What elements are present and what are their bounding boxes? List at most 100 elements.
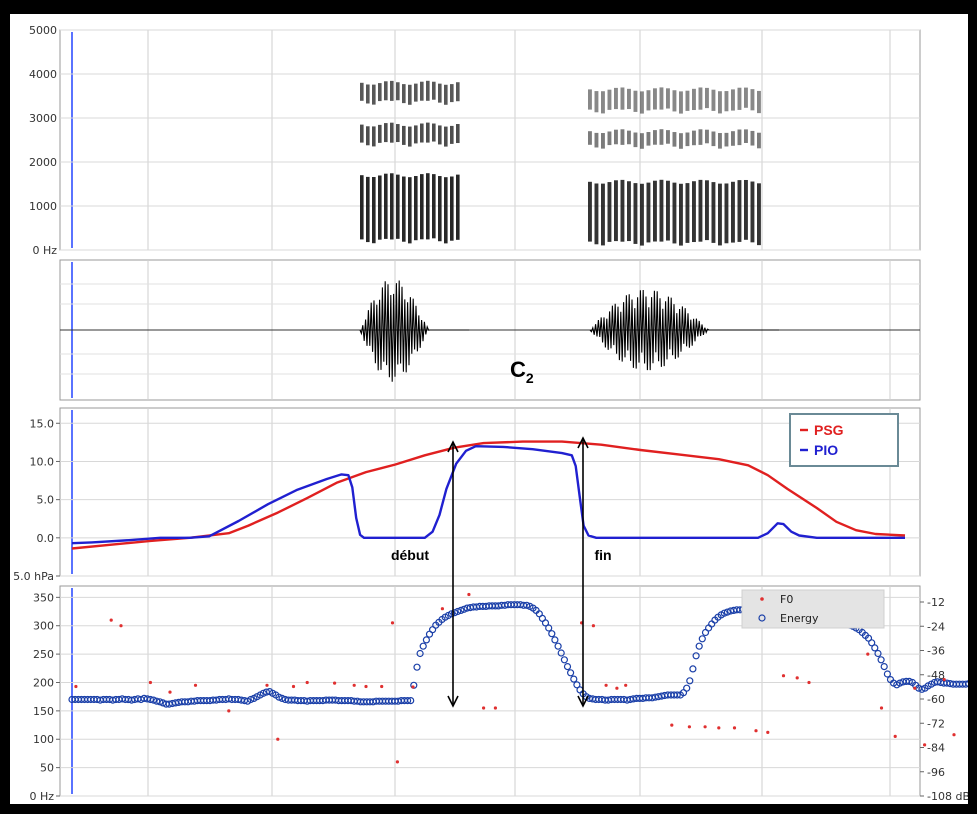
f0-ytick-left: 250 — [33, 648, 54, 661]
energy-point — [541, 619, 550, 627]
energy-point — [962, 680, 968, 688]
spectrogram-vowel2-striation — [653, 180, 657, 242]
spectrogram-vowel2-striation — [737, 129, 742, 146]
spectrogram-vowel1-striation — [378, 124, 382, 143]
energy-point — [278, 694, 286, 703]
spectrogram-vowel2-striation — [627, 181, 631, 242]
spectrogram-vowel1-striation — [420, 81, 424, 101]
spectrogram-vowel1-striation — [384, 81, 388, 101]
f0-ytick-left: 100 — [33, 733, 54, 746]
pressure-line-pio — [71, 445, 905, 545]
spectrogram-vowel2-striation — [692, 88, 696, 111]
spectrogram-vowel1-striation — [402, 84, 406, 104]
energy-point — [720, 609, 728, 617]
spectrogram-vowel2-striation — [620, 179, 625, 242]
energy-point — [447, 610, 456, 618]
spectrogram-vowel2-striation — [588, 181, 592, 242]
f0-point — [624, 683, 628, 687]
annotation-c2-sub: 2 — [526, 370, 534, 386]
spectrogram-vowel2-striation — [750, 181, 755, 243]
spectrogram-vowel2-striation — [633, 90, 638, 112]
spectrogram-vowel1-striation — [420, 123, 424, 143]
spectrogram-vowel1-striation — [432, 123, 436, 142]
energy-point — [523, 601, 531, 609]
spectrogram-vowel2-striation — [685, 132, 690, 147]
spectrogram-vowel2-striation — [666, 180, 670, 241]
spectrogram-vowel2-striation — [679, 91, 683, 114]
spectrogram-vowel2-striation — [737, 87, 742, 110]
spectrogram-vowel2-striation — [594, 183, 599, 245]
spectrogram-vowel1-striation — [402, 176, 406, 242]
f0-ytick-left: 300 — [33, 620, 54, 633]
spectrogram-vowel2-striation — [744, 129, 748, 143]
spectrogram-vowel1-striation — [432, 174, 436, 239]
waveform-vowel2 — [589, 289, 779, 371]
energy-point — [683, 684, 691, 692]
f0-point — [395, 760, 399, 764]
f0-point — [119, 624, 123, 628]
spectrogram-vowel2-striation — [614, 129, 618, 145]
spectrogram-vowel2-striation — [620, 87, 625, 110]
f0-point — [754, 729, 758, 733]
spectrogram-vowel2-striation — [724, 132, 729, 147]
spectrogram-vowel1-striation — [390, 122, 394, 143]
f0-point — [291, 684, 296, 689]
pressure-ytick: 10.0 — [30, 455, 55, 468]
energy-ytick-right: -36 — [927, 645, 945, 658]
spectrogram-vowel2-striation — [601, 91, 605, 114]
energy-point — [413, 663, 421, 671]
annotation-c2-main: C — [510, 357, 526, 382]
annotation-fin: fin — [594, 547, 611, 563]
spectrogram-vowel1-striation — [438, 125, 442, 145]
spectrogram-vowel2-striation — [588, 89, 592, 110]
f0-point — [467, 592, 471, 597]
energy-point — [457, 606, 465, 615]
energy-point — [563, 662, 572, 671]
energy-point — [146, 695, 154, 704]
spectrogram-vowel1-striation — [444, 84, 448, 105]
spectrogram-vowel1-striation — [420, 174, 424, 240]
f0-point — [74, 684, 78, 689]
spectrogram-vowel2-striation — [614, 180, 618, 242]
spectrogram-vowel2-striation — [627, 88, 631, 110]
spectrogram-vowel1-striation — [372, 84, 376, 105]
spectrogram-vowel2-striation — [627, 130, 631, 145]
pressure-ytick: 0.0 — [37, 532, 55, 545]
spectrogram-vowel2-striation — [588, 131, 592, 145]
f0-legend-box — [741, 589, 885, 629]
spectrogram-vowel1-striation — [360, 124, 364, 143]
pressure-ytick: 15.0 — [30, 417, 55, 430]
pressure-legend-box — [789, 413, 899, 467]
arrow-debut-head-bottom — [447, 695, 459, 708]
f0-point — [807, 680, 811, 685]
f0-point — [942, 678, 946, 682]
spectrogram-vowel1-striation — [408, 126, 412, 147]
spectrogram-vowel2-striation — [757, 90, 761, 114]
arrow-fin-head-bottom — [577, 695, 589, 708]
energy-ytick-right: -108 dB — [927, 790, 968, 803]
energy-legend-swatch — [758, 614, 766, 622]
f0-point — [440, 607, 444, 611]
spectrogram-vowel2-striation — [640, 133, 644, 149]
energy-point — [554, 642, 562, 650]
f0-point — [952, 733, 956, 737]
f0-point — [687, 725, 692, 729]
spectrogram-vowel1-striation — [378, 175, 382, 240]
spectrogram-vowel1-striation — [456, 82, 460, 102]
energy-point — [871, 644, 879, 652]
spectrogram-ytick: 0 Hz — [32, 244, 57, 257]
f0-point — [411, 685, 415, 689]
spectrogram-vowel2-striation — [601, 183, 605, 246]
spectrogram-vowel2-striation — [744, 179, 748, 240]
spectrogram-vowel2-striation — [607, 182, 612, 242]
spectrogram-ytick: 4000 — [29, 68, 57, 81]
energy-point — [965, 680, 968, 688]
waveform-vowel1 — [359, 280, 470, 382]
spectrogram-vowel2-striation — [698, 87, 703, 110]
spectrogram-vowel1-striation — [396, 82, 400, 101]
f0-point — [305, 680, 309, 685]
spectrogram-vowel2-striation — [633, 183, 638, 244]
energy-point — [407, 696, 415, 705]
spectrogram-frame — [59, 29, 921, 251]
energy-point — [557, 649, 565, 657]
